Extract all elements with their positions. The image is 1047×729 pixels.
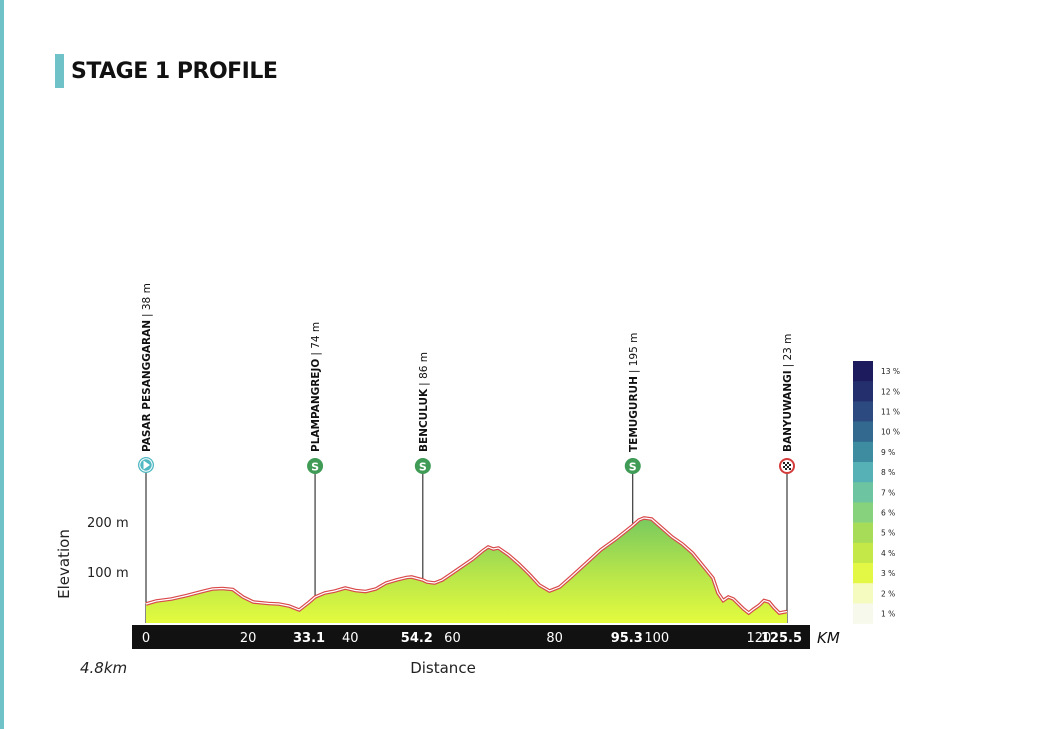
legend-label: 4 % <box>881 549 895 558</box>
elevation-outline-highlight <box>145 517 788 614</box>
legend-swatch <box>853 381 873 402</box>
elevation-area <box>146 518 787 623</box>
legend-swatch <box>853 502 873 523</box>
sprint-icon: S <box>307 458 324 474</box>
title-accent-bar <box>55 54 64 88</box>
legend-label: 8 % <box>881 468 895 477</box>
legend-swatch <box>853 583 873 604</box>
legend-swatch <box>853 522 873 544</box>
x-tick-label: 120 <box>746 631 771 646</box>
waypoint-label: PASAR PESANGGARAN| 38 m <box>141 283 153 452</box>
legend-label: 1 % <box>881 610 895 619</box>
sprint-badge-letter: S <box>629 461 637 474</box>
gradient-legend: 13 % 12 % 11 % 10 % 9 % 8 % 7 % 6 % 5 % 4 % 3 % 2 %… <box>853 361 900 624</box>
legend-swatch <box>853 542 873 564</box>
legend-swatch <box>853 401 873 422</box>
distance-axis-bar <box>132 625 810 649</box>
x-axis-title: Distance <box>410 659 476 677</box>
legend-label: 12 % <box>881 387 900 396</box>
waypoint-1: PASAR PESANGGARAN| 38 m <box>138 283 154 473</box>
legend-label: 5 % <box>881 529 895 538</box>
legend-swatch <box>853 603 873 624</box>
page-title: STAGE 1 PROFILE <box>71 58 278 84</box>
x-tick-label: 100 <box>644 631 669 646</box>
x-tick-label: 40 <box>342 631 359 646</box>
legend-label: 10 % <box>881 428 900 437</box>
legend-label: 9 % <box>881 448 895 457</box>
legend-label: 11 % <box>881 408 900 417</box>
waypoint-label: TEMUGURUH| 195 m <box>628 333 640 452</box>
waypoint-4: S TEMUGURUH| 195 m <box>624 333 641 474</box>
sprint-icon: S <box>414 458 431 474</box>
y-axis-title: Elevation <box>55 529 73 599</box>
waypoint-label: PLAMPANGREJO| 74 m <box>310 322 322 452</box>
sprint-badge-letter: S <box>311 461 319 474</box>
legend-swatch <box>853 421 873 443</box>
waypoint-2: S PLAMPANGREJO| 74 m <box>307 322 324 474</box>
checkpoint-km-label: 54.2 <box>401 631 433 646</box>
waypoint-label: BENCULUK| 86 m <box>418 352 430 452</box>
finish-flag-icon <box>779 458 795 474</box>
checkpoint-km-label: 125.5 <box>761 631 802 646</box>
checkpoint-km-label: 33.1 <box>293 631 325 646</box>
legend-swatch <box>853 441 873 463</box>
y-tick-label: 100 m <box>87 566 129 581</box>
title-block: STAGE 1 PROFILE <box>55 54 278 88</box>
sprint-badge-letter: S <box>419 461 427 474</box>
x-tick-label: 0 <box>142 631 150 646</box>
legend-swatch <box>853 563 873 584</box>
legend-label: 3 % <box>881 569 895 578</box>
checkpoint-km-label: 95.3 <box>611 631 643 646</box>
legend-swatch <box>853 482 873 503</box>
waypoint-label: BANYUWANGI| 23 m <box>782 334 794 452</box>
x-tick-label: 80 <box>546 631 563 646</box>
scale-note: 4.8km <box>80 659 127 677</box>
legend-swatch <box>853 361 873 382</box>
waypoint-3: S BENCULUK| 86 m <box>414 352 431 474</box>
legend-label: 6 % <box>881 509 895 518</box>
y-tick-label: 200 m <box>87 516 129 531</box>
legend-label: 13 % <box>881 367 900 376</box>
start-icon <box>138 457 154 473</box>
x-tick-label: 20 <box>240 631 257 646</box>
sprint-icon: S <box>624 458 641 474</box>
x-tick-label: 60 <box>444 631 461 646</box>
waypoint-5: BANYUWANGI| 23 m <box>779 334 795 474</box>
left-accent-bar <box>0 0 4 729</box>
x-unit-label: KM <box>817 629 840 647</box>
legend-swatch <box>853 462 873 483</box>
legend-label: 7 % <box>881 488 895 497</box>
legend-label: 2 % <box>881 589 895 598</box>
